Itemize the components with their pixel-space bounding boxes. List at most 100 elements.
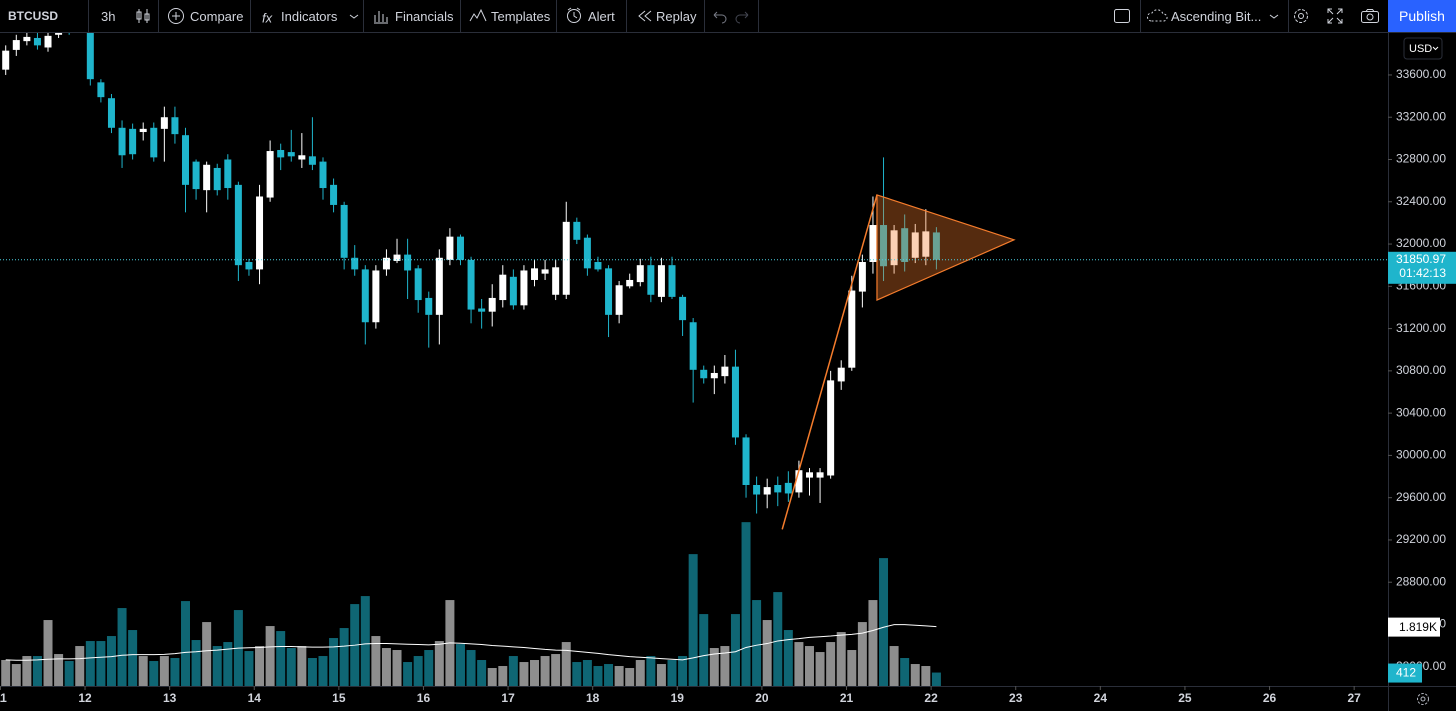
candle-body	[499, 274, 507, 301]
volume-bar	[773, 592, 783, 686]
volume-bar	[265, 626, 275, 686]
candle-body	[922, 231, 930, 257]
candle-body	[97, 82, 105, 98]
pennant-triangle	[876, 194, 1016, 301]
candle-icon[interactable]	[134, 7, 152, 25]
compare-button[interactable]: Compare	[190, 9, 244, 24]
volume-bar	[360, 596, 370, 686]
volume-ma-line	[5, 624, 937, 661]
volume-bar	[879, 558, 889, 686]
y-tick-label: 28800.00	[1396, 574, 1446, 588]
undo-redo[interactable]	[710, 7, 754, 25]
candle-body	[203, 164, 211, 191]
layout-name[interactable]: Ascending Bit...	[1171, 9, 1262, 24]
volume-bar	[900, 658, 910, 686]
volume-bar	[667, 660, 677, 686]
currency-chevron[interactable]	[1432, 46, 1439, 51]
volume-bar	[847, 650, 857, 686]
financials-icon[interactable]	[372, 7, 390, 25]
separator	[556, 0, 557, 32]
y-tick-label: 30400.00	[1396, 405, 1446, 419]
candle-body	[139, 128, 147, 133]
volume-bar	[889, 646, 899, 686]
financials-button[interactable]: Financials	[395, 9, 454, 24]
volume-bar	[741, 522, 751, 686]
candle-body	[827, 380, 835, 476]
fullscreen-icon[interactable]	[1326, 7, 1344, 25]
volume-bar	[635, 660, 645, 686]
volume-box	[1388, 663, 1422, 683]
volume-bar	[297, 646, 307, 686]
volume-bar	[307, 658, 317, 686]
countdown-label: 01:42:13	[1399, 266, 1446, 280]
volume-bar	[931, 672, 941, 686]
candle-body	[531, 268, 539, 280]
compare-icon[interactable]	[167, 7, 185, 25]
volume-bar	[85, 641, 95, 686]
candle-body	[404, 254, 412, 271]
replay-button[interactable]: Replay	[656, 9, 697, 24]
candle-body	[753, 484, 761, 495]
candle-body	[118, 127, 126, 156]
candle-body	[721, 366, 729, 377]
volume-bar	[572, 662, 582, 686]
volume-bar	[752, 600, 762, 686]
toolbar: BTCUSD 3h Compare fx Indicators Financia…	[0, 0, 1456, 33]
candle-body	[552, 267, 560, 295]
volume-bar	[381, 648, 391, 686]
candle-body	[361, 269, 369, 323]
volume-bar	[519, 662, 529, 686]
currency-box[interactable]	[1403, 37, 1443, 60]
candle-body	[2, 50, 10, 70]
candle-body	[446, 236, 454, 260]
volume-bar	[159, 656, 169, 686]
templates-button[interactable]: Templates	[491, 9, 551, 24]
settings-icon[interactable]	[1292, 7, 1310, 25]
y-tick-label: 33600.00	[1396, 67, 1446, 81]
cloud-icon[interactable]	[1147, 7, 1169, 25]
candle-body	[86, 33, 94, 80]
indicators-icon[interactable]: fx	[260, 7, 278, 25]
volume-bar	[212, 646, 222, 686]
candle-body	[657, 265, 665, 297]
x-tick-label: 22	[924, 691, 938, 705]
volume-bar	[392, 650, 402, 686]
volume-bar	[22, 656, 32, 686]
layout-icon[interactable]	[1113, 7, 1131, 25]
volume-bar	[561, 642, 571, 686]
publish-button[interactable]: Publish	[1388, 0, 1456, 32]
x-tick-label: 27	[1347, 691, 1361, 705]
volume-bar	[487, 668, 497, 686]
candle-body	[583, 237, 591, 269]
snapshot-icon[interactable]	[1360, 7, 1380, 25]
chevron[interactable]	[348, 7, 360, 25]
volume-bar	[413, 656, 423, 686]
y-tick-label: 31200.00	[1396, 321, 1446, 335]
axis-settings-icon[interactable]	[1417, 693, 1429, 705]
candle-body	[626, 279, 634, 287]
candle-body	[150, 127, 158, 158]
alert-button[interactable]: Alert	[588, 9, 615, 24]
volume-bar	[128, 630, 138, 686]
templates-icon[interactable]	[468, 7, 488, 25]
volume-bar	[181, 601, 190, 686]
alert-icon[interactable]	[565, 7, 585, 25]
candle-body	[456, 236, 464, 260]
candle-body	[805, 472, 813, 478]
indicators-button[interactable]: Indicators	[281, 9, 338, 24]
volume-bar	[551, 654, 561, 686]
chevron[interactable]	[1268, 7, 1280, 25]
candle-body	[107, 98, 115, 128]
candle-body	[774, 484, 782, 493]
candle-body	[478, 308, 486, 312]
currency[interactable]: USD	[1409, 43, 1432, 55]
y-tick-label: 30000.00	[1396, 448, 1446, 462]
replay-icon[interactable]	[636, 7, 654, 25]
volume-bar	[403, 662, 413, 686]
candle-body	[488, 297, 496, 312]
interval[interactable]: 3h	[101, 9, 116, 24]
symbol[interactable]: BTCUSD	[8, 9, 58, 23]
volume-bar	[138, 656, 148, 686]
volume-bar	[286, 648, 296, 686]
